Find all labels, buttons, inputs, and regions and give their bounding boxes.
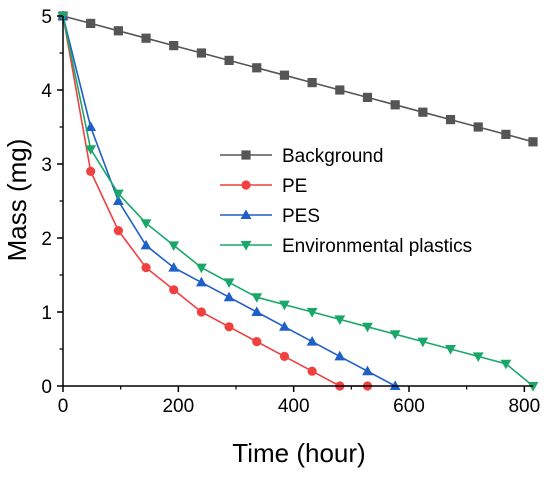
data-point — [196, 48, 207, 58]
series-3 — [57, 12, 539, 392]
data-point — [306, 336, 318, 346]
data-point — [307, 78, 317, 88]
data-point — [279, 300, 290, 311]
legend-label: PE — [282, 176, 307, 197]
data-point — [112, 189, 124, 200]
data-point — [140, 219, 152, 229]
legend-marker — [240, 241, 252, 251]
data-point — [362, 365, 373, 376]
legend: Background PE PES Environmental plastics — [220, 146, 472, 257]
series-line — [62, 15, 534, 143]
data-point — [113, 26, 123, 36]
data-point — [168, 241, 180, 251]
y-tick-label: 0 — [41, 377, 52, 398]
data-point — [334, 350, 346, 361]
data-point — [306, 308, 318, 318]
data-point — [141, 263, 151, 273]
data-point — [251, 306, 263, 316]
series-line — [62, 15, 368, 387]
legend-label: Environmental plastics — [282, 236, 472, 257]
data-point — [279, 70, 290, 80]
data-point — [251, 293, 263, 303]
series-0 — [58, 11, 538, 147]
x-tick-label: 0 — [58, 396, 69, 417]
data-point — [168, 262, 180, 272]
data-point — [85, 145, 97, 155]
data-point — [112, 195, 124, 205]
data-point — [86, 166, 96, 176]
y-tick-label: 5 — [41, 7, 52, 28]
data-point — [196, 276, 207, 287]
data-point — [141, 33, 151, 43]
legend-item: PES — [220, 206, 320, 227]
data-point — [334, 315, 346, 325]
data-point — [86, 18, 96, 28]
data-point — [140, 239, 152, 250]
data-point — [445, 345, 456, 355]
legend-item: PE — [220, 176, 307, 197]
legend-item: Environmental plastics — [220, 236, 472, 257]
data-point — [307, 366, 317, 376]
data-point — [252, 63, 262, 73]
data-point — [279, 321, 290, 331]
data-point — [85, 121, 97, 131]
y-axis-title: Mass (mg) — [2, 139, 32, 262]
data-point — [362, 92, 373, 102]
y-tick-label: 4 — [41, 81, 52, 102]
data-point — [390, 100, 400, 110]
data-point — [224, 322, 234, 332]
data-point — [418, 107, 428, 117]
series-1 — [58, 11, 373, 391]
legend-label: PES — [282, 206, 320, 227]
legend-label: Background — [282, 146, 383, 167]
legend-marker — [241, 150, 251, 160]
data-point — [279, 351, 290, 361]
y-tick-label: 3 — [41, 155, 52, 176]
axes: 0 200 400 600 800 0 1 2 3 4 5 — [41, 7, 540, 417]
data-point — [196, 307, 207, 317]
data-point — [417, 337, 429, 348]
data-point — [335, 85, 345, 95]
x-axis-title: Time (hour) — [232, 438, 365, 468]
series-line — [62, 15, 534, 387]
x-tick-label: 600 — [393, 396, 425, 417]
data-point — [445, 115, 456, 125]
x-tick-label: 200 — [162, 396, 194, 417]
data-point — [389, 380, 401, 390]
y-tick-label: 1 — [41, 303, 52, 324]
data-point — [501, 129, 511, 139]
y-tick-label: 2 — [41, 229, 52, 250]
data-point — [362, 322, 373, 333]
data-point — [527, 382, 539, 392]
data-point — [169, 41, 179, 51]
data-point — [169, 285, 179, 295]
plot-area — [57, 10, 539, 392]
data-point — [472, 352, 484, 362]
legend-item: Background — [220, 146, 383, 167]
data-point — [252, 337, 262, 347]
legend-marker — [240, 209, 252, 219]
data-point — [500, 359, 512, 370]
x-tick-label: 400 — [278, 396, 310, 417]
data-point — [528, 137, 538, 147]
data-point — [223, 291, 235, 302]
data-point — [389, 330, 401, 340]
legend-marker — [241, 180, 251, 190]
x-tick-label: 800 — [508, 396, 540, 417]
data-point — [224, 55, 234, 65]
data-point — [223, 278, 235, 288]
data-point — [113, 226, 123, 236]
data-point — [196, 263, 207, 274]
series-2 — [57, 10, 401, 390]
data-point — [473, 122, 483, 132]
